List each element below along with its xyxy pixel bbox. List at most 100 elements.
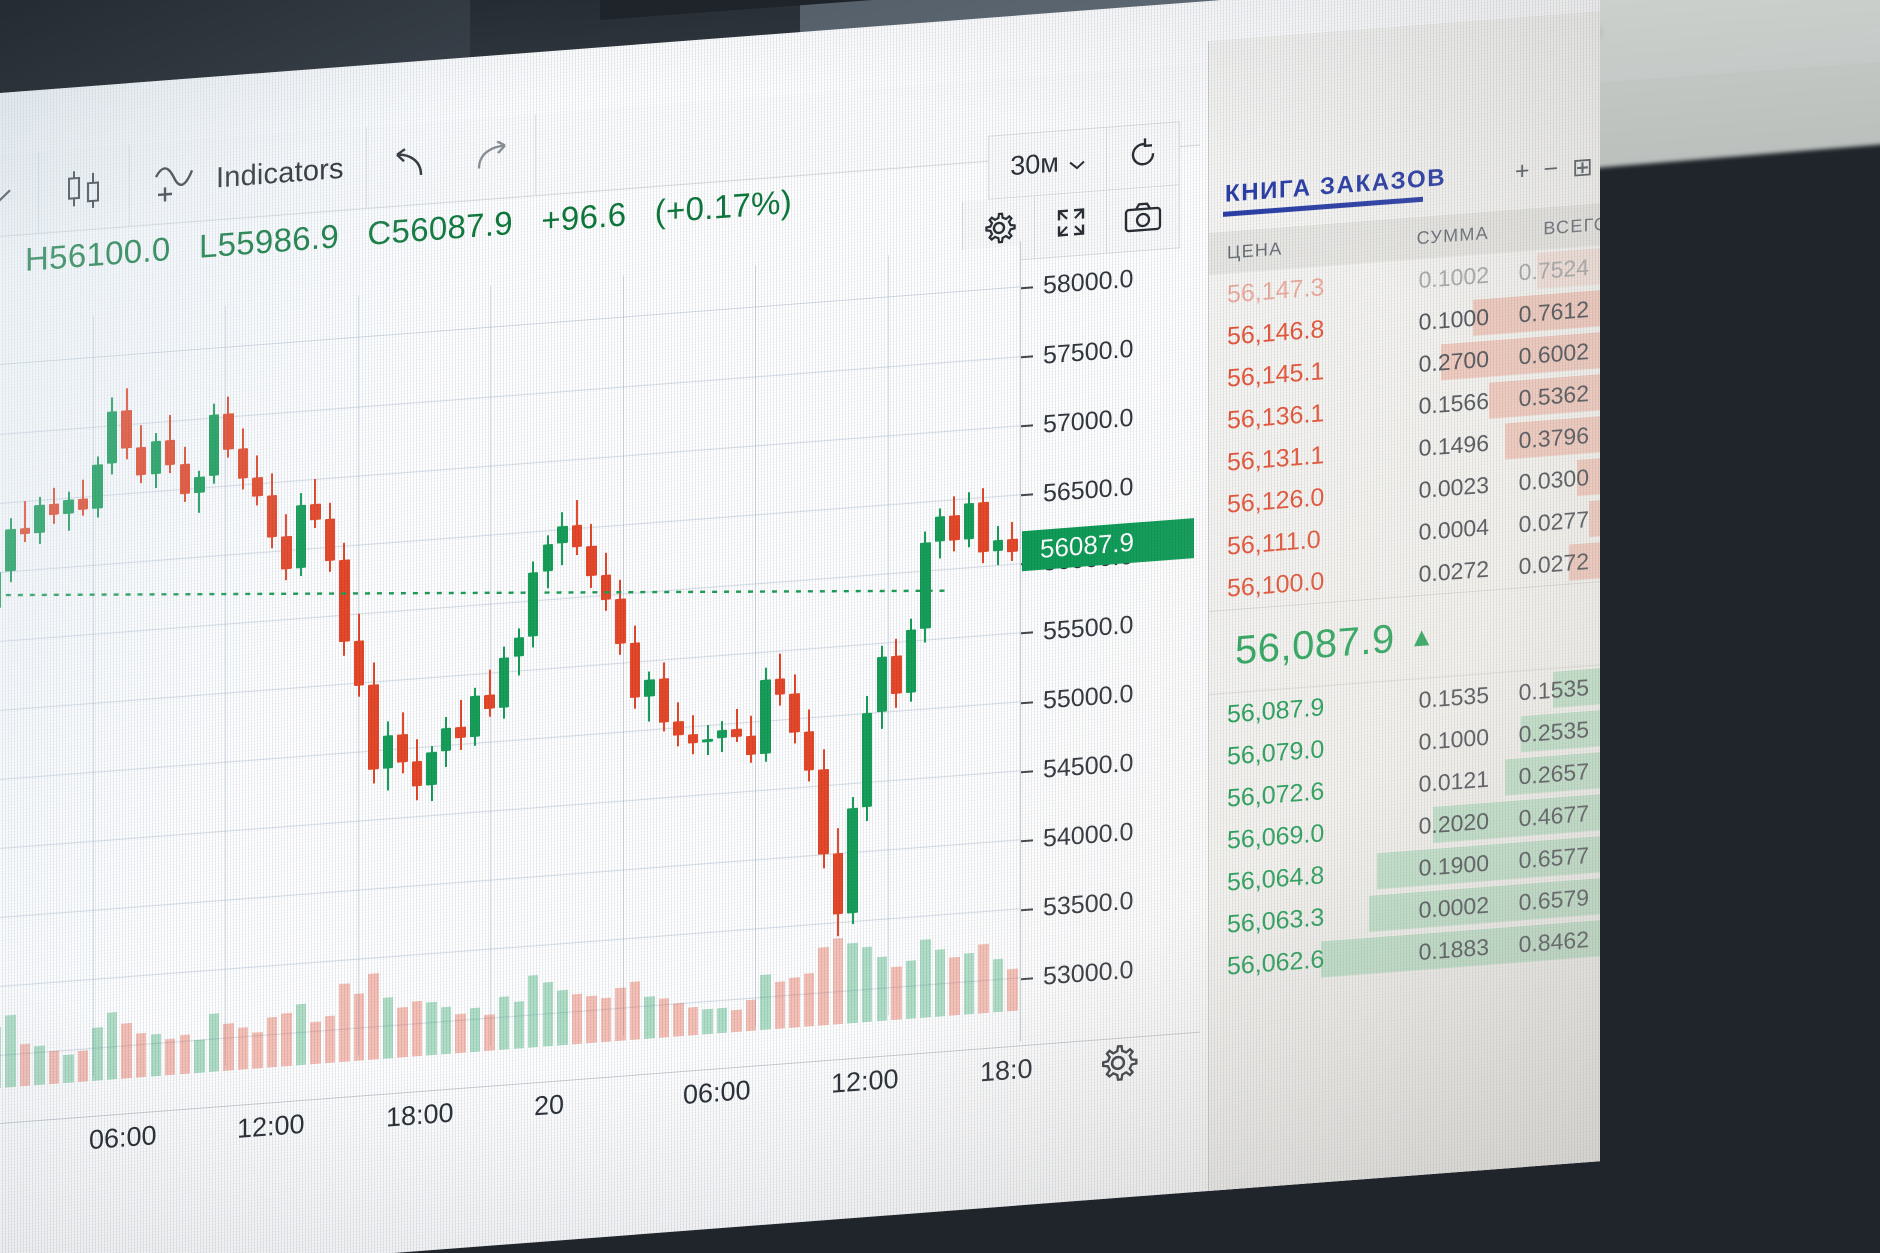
volume-bar xyxy=(716,1007,728,1034)
row-amount: 0.1496 xyxy=(1418,429,1489,461)
candle xyxy=(832,259,844,1020)
row-price: 56,136.1 xyxy=(1227,398,1325,435)
candle xyxy=(397,292,408,1053)
time-axis-settings-button[interactable] xyxy=(1098,1041,1138,1089)
candle xyxy=(731,267,742,1028)
candle xyxy=(440,289,452,1050)
candle xyxy=(673,271,684,1032)
candle xyxy=(484,285,495,1046)
minus-icon[interactable]: − xyxy=(1543,154,1559,184)
price-axis-tick: 54500.0 xyxy=(1021,749,1133,787)
candle xyxy=(499,284,510,1045)
indicators-button[interactable]: Indicators xyxy=(130,127,366,227)
volume-bar xyxy=(920,939,931,1018)
tick-label: 58000.0 xyxy=(1043,265,1134,301)
price-axis-tick: 53500.0 xyxy=(1021,887,1133,925)
candle xyxy=(571,279,583,1040)
redo-button[interactable] xyxy=(451,114,535,202)
candle xyxy=(237,304,249,1065)
volume-bar xyxy=(760,973,771,1031)
row-amount: 0.0272 xyxy=(1418,555,1489,587)
price-axis[interactable]: 58000.057500.057000.056500.056000.055500… xyxy=(1020,227,1200,1042)
order-book-bids: 56,087.9 0.1535 0.1535 56,079.0 0.1000 0.2535… xyxy=(1209,665,1600,989)
volume-bar xyxy=(832,937,844,1025)
candle xyxy=(48,318,60,1079)
trading-terminal-screen: Indicators xyxy=(0,0,1600,1253)
chevron-down-icon xyxy=(0,187,12,205)
candle xyxy=(949,250,960,1011)
row-price: 56,100.0 xyxy=(1227,566,1325,603)
volume-bar xyxy=(891,966,902,1021)
ohlc-change-pct: (+0.17%) xyxy=(654,182,792,231)
gear-icon xyxy=(1098,1044,1138,1088)
candle xyxy=(847,258,858,1019)
candle xyxy=(135,312,147,1073)
candle xyxy=(644,273,655,1034)
candle xyxy=(339,296,350,1057)
chart-settings-button[interactable] xyxy=(963,196,1035,264)
price-axis-tick: 57500.0 xyxy=(1021,334,1133,372)
candle xyxy=(194,307,205,1068)
tick-label: 56500.0 xyxy=(1043,472,1134,508)
candle xyxy=(324,297,336,1058)
row-price: 56,087.9 xyxy=(1227,692,1325,729)
timeframe-selector[interactable]: 30м xyxy=(989,127,1107,199)
tick-label: 57000.0 xyxy=(1043,403,1134,439)
volume-bar xyxy=(135,1032,147,1078)
volume-bar xyxy=(600,997,612,1043)
chart-controls: 30м xyxy=(962,121,1180,265)
row-amount: 0.0004 xyxy=(1418,513,1489,545)
ohlc-change-abs: +96.6 xyxy=(541,195,627,239)
arrow-up-icon: ▲ xyxy=(1408,620,1435,653)
volume-bar xyxy=(992,958,1004,1013)
candle xyxy=(658,272,670,1033)
chart-dropdown-caret[interactable] xyxy=(0,152,38,240)
volume-bar xyxy=(324,1015,336,1064)
volume-bar xyxy=(862,946,873,1023)
column-amount: Сумма xyxy=(1416,222,1489,248)
volume-bar xyxy=(499,996,510,1050)
tick-dash xyxy=(1021,493,1033,497)
candle xyxy=(77,316,89,1077)
candle xyxy=(281,301,292,1062)
price-axis-tick: 54000.0 xyxy=(1021,818,1133,856)
volume-bar xyxy=(469,1007,481,1053)
grid-icon[interactable]: ⊞ xyxy=(1572,152,1593,183)
row-price: 56,126.0 xyxy=(1227,482,1325,519)
volume-bar xyxy=(19,1044,31,1087)
volume-bar xyxy=(528,974,539,1048)
snapshot-button[interactable] xyxy=(1107,185,1179,252)
chart-type-candlestick-button[interactable] xyxy=(39,145,129,234)
row-amount: 0.0121 xyxy=(1418,765,1489,797)
camera-icon xyxy=(1124,199,1162,239)
time-axis-tick: 18:0 xyxy=(980,1053,1033,1088)
time-axis-tick: 06:00 xyxy=(683,1074,751,1111)
tick-dash xyxy=(1021,631,1033,635)
refresh-button[interactable] xyxy=(1107,122,1179,189)
volume-bar xyxy=(411,1000,423,1057)
volume-bar xyxy=(34,1045,45,1086)
column-total: Всего xyxy=(1543,213,1600,239)
time-axis-tick: 12:00 xyxy=(831,1063,899,1099)
undo-button[interactable] xyxy=(367,120,451,208)
volume-bar xyxy=(150,1034,161,1077)
time-axis-tick: 12:00 xyxy=(237,1108,305,1144)
volume-bar xyxy=(731,1009,742,1033)
volume-bar xyxy=(745,999,757,1032)
candle xyxy=(528,282,539,1043)
row-amount: 0.0023 xyxy=(1418,471,1489,503)
candle xyxy=(208,306,220,1067)
candle xyxy=(862,257,873,1018)
plus-icon[interactable]: + xyxy=(1514,156,1530,186)
volume-bar xyxy=(237,1027,249,1070)
chart-toolbar: Indicators xyxy=(0,63,1200,241)
candle xyxy=(586,278,597,1039)
fullscreen-button[interactable] xyxy=(1035,190,1107,259)
volume-bar xyxy=(542,982,554,1047)
tick-label: 55000.0 xyxy=(1043,679,1134,715)
candle xyxy=(803,261,815,1022)
row-price: 56,063.3 xyxy=(1227,902,1325,939)
fullscreen-expand-icon xyxy=(1055,205,1087,244)
candle xyxy=(687,270,699,1031)
